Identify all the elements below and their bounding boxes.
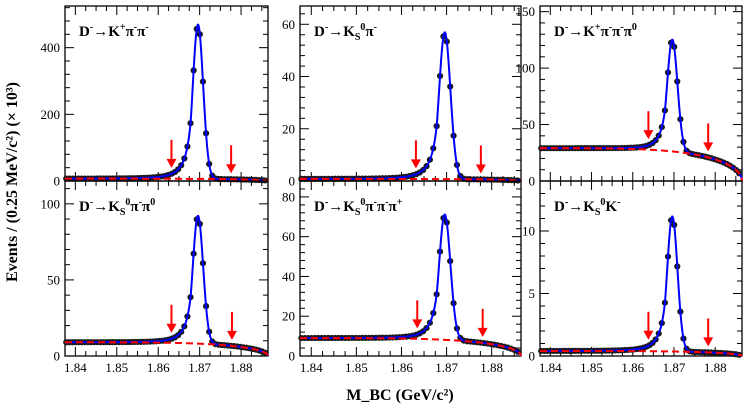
y-tick-label: 60 xyxy=(282,17,295,32)
panel-title: D-→KS0π-π0 xyxy=(79,197,155,218)
signal-window-arrow-head xyxy=(226,164,237,174)
total-fit-line xyxy=(300,31,522,182)
total-fit-line xyxy=(64,214,269,357)
background-fit-line xyxy=(65,177,269,182)
signal-window-arrow-head xyxy=(410,159,421,169)
x-tick-label: 1.84 xyxy=(300,360,323,375)
panel-title: D-→K+π-π- xyxy=(79,22,149,40)
x-tick-label: 1.88 xyxy=(704,360,727,375)
y-tick-label: 400 xyxy=(41,40,61,55)
x-tick-label: 1.87 xyxy=(188,360,211,375)
y-tick-label: 200 xyxy=(41,107,61,122)
y-tick-label: 20 xyxy=(282,309,295,324)
x-tick-label: 1.87 xyxy=(435,360,458,375)
panel-frame xyxy=(64,180,269,357)
x-axis-title: M_BC (GeV/c²) xyxy=(346,387,453,404)
y-tick-label: 40 xyxy=(282,269,295,284)
signal-window-arrow-head xyxy=(643,130,654,140)
panel-title: D-→KS0π- xyxy=(314,22,377,43)
x-tick-label: 1.88 xyxy=(230,360,253,375)
panel-title: D-→K+π-π-π0 xyxy=(554,22,637,40)
background-fit-line xyxy=(300,337,522,357)
y-tick-label: 150 xyxy=(516,4,536,19)
y-tick-label: 0 xyxy=(529,174,536,189)
panel-6: 1.84 1.85 1.86 1.87 1.88 0 5 10 D-→KS0K- xyxy=(522,180,743,375)
panel-5: 1.84 1.85 1.86 1.87 1.88 0 20 40 60 80 D-→KS0π-π-π… xyxy=(282,180,522,375)
x-tick-label: 1.85 xyxy=(345,360,368,375)
background-fit-line xyxy=(300,177,522,182)
x-tick-label: 1.86 xyxy=(621,360,644,375)
signal-window-arrow-head xyxy=(226,330,237,340)
x-tick-label: 1.84 xyxy=(64,360,87,375)
x-tick-label: 1.86 xyxy=(147,360,170,375)
panel-title: D-→KS0K- xyxy=(554,197,620,218)
y-tick-label: 80 xyxy=(282,189,295,204)
signal-window-arrow-head xyxy=(703,337,714,347)
panel-2: 0 20 40 60 D-→KS0π- xyxy=(282,5,522,189)
panel-3: 0 50 100 150 D-→K+π-π-π0 xyxy=(516,4,743,189)
y-tick-label: 0 xyxy=(529,349,536,364)
x-tick-label: 1.88 xyxy=(480,360,503,375)
background-fit-line xyxy=(65,341,269,357)
x-tick-label: 1.85 xyxy=(580,360,603,375)
x-tick-label: 1.84 xyxy=(539,360,562,375)
total-fit-line xyxy=(65,23,269,182)
data-points xyxy=(298,214,521,355)
x-tick-label: 1.86 xyxy=(390,360,413,375)
background-fit-line xyxy=(540,147,743,182)
y-tick-label: 50 xyxy=(47,272,60,287)
signal-window-arrow-head xyxy=(166,323,177,333)
x-tick-label: 1.85 xyxy=(105,360,128,375)
y-tick-label: 0 xyxy=(289,349,296,364)
y-tick-label: 100 xyxy=(41,196,61,211)
data-points xyxy=(538,217,743,358)
y-tick-label: 50 xyxy=(522,117,535,132)
y-tick-label: 10 xyxy=(522,224,535,239)
y-tick-label: 60 xyxy=(282,229,295,244)
signal-window-arrow-head xyxy=(643,330,654,340)
signal-window-arrow-head xyxy=(412,319,423,329)
panel-4: 1.84 1.85 1.86 1.87 1.88 0 50 100 D-→KS0π-π0 xyxy=(41,180,269,375)
y-tick-label: 5 xyxy=(529,286,536,301)
data-points xyxy=(63,216,269,356)
signal-window-arrow-head xyxy=(475,164,486,174)
panel-title: D-→KS0π-π-π+ xyxy=(314,197,403,218)
data-points xyxy=(63,25,269,184)
total-fit-line xyxy=(540,215,743,357)
x-tick-label: 1.87 xyxy=(663,360,686,375)
y-tick-label: 100 xyxy=(516,61,536,76)
signal-window-arrow-head xyxy=(166,158,177,168)
signal-window-arrow-head xyxy=(703,142,714,152)
y-tick-label: 20 xyxy=(282,121,295,136)
y-axis-title: Events / (0.25 MeV/c²) (× 10³) xyxy=(4,82,21,282)
y-tick-label: 40 xyxy=(282,69,295,84)
data-points xyxy=(538,39,743,177)
signal-window-arrow-head xyxy=(477,327,488,337)
y-tick-label: 0 xyxy=(54,349,61,364)
background-fit-line xyxy=(540,350,743,357)
data-points xyxy=(298,33,521,184)
y-tick-label: 0 xyxy=(289,174,296,189)
y-tick-label: 0 xyxy=(54,174,61,189)
panel-1: 0 200 400 D-→K+π-π- xyxy=(41,5,269,189)
